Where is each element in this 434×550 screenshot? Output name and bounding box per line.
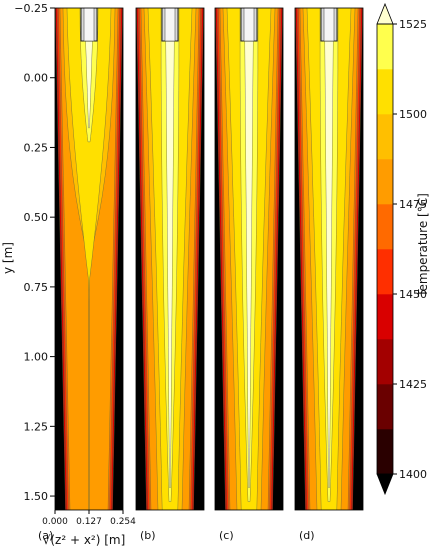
colorbar-tick-label: 1400: [399, 468, 427, 481]
x-axis: √(z² + x²) [m] 0.000 0.127 0.254: [42, 510, 136, 547]
panel-frame: [214, 7, 284, 511]
colorbar-segment: [377, 114, 393, 160]
y-tick-label: 0.75: [24, 281, 49, 294]
x-axis-label: √(z² + x²) [m]: [43, 533, 126, 547]
colorbar-segment: [377, 204, 393, 250]
panel-frame: [135, 7, 205, 511]
x-tick-label: 0.127: [76, 517, 102, 527]
nozzle-bore: [323, 8, 335, 42]
colorbar-segment: [377, 294, 393, 340]
colorbar-tick-label: 1450: [399, 288, 427, 301]
colorbar-label: Temperature [°C]: [416, 193, 430, 298]
panel-c: [215, 8, 283, 510]
colorbar-tick-label: 1425: [399, 378, 427, 391]
band-light-yellow: [66, 8, 112, 510]
panel-label: (d): [299, 529, 315, 542]
panel-label: (c): [219, 529, 234, 542]
panel-label: (a): [38, 529, 53, 542]
y-tick-label: 1.00: [24, 351, 49, 364]
band-hot-core: [324, 8, 334, 488]
x-tick-label: 0.000: [42, 517, 68, 527]
y-tick-label: 1.25: [24, 420, 49, 433]
band-hot-core: [165, 8, 175, 488]
contour-panels: (a) (b) (c) (d): [38, 7, 364, 542]
colorbar-segment: [377, 339, 393, 385]
y-tick-label: 0.25: [24, 141, 49, 154]
colorbar-frame: [376, 23, 394, 475]
panel-b: [136, 8, 204, 510]
colorbar-segment: [377, 429, 393, 475]
colorbar-segment: [377, 159, 393, 205]
y-axis-label: y [m]: [1, 242, 15, 274]
colorbar-segment: [377, 249, 393, 295]
nozzle-bore: [164, 8, 176, 42]
colorbar-tick-label: 1475: [399, 198, 427, 211]
band-hot-core: [244, 8, 254, 488]
colorbar-extend-high: [376, 2, 394, 25]
colorbar-segment: [377, 69, 393, 115]
colorbar-tick-label: 1500: [399, 108, 427, 121]
nozzle-bore: [83, 8, 95, 42]
panel-frame: [294, 7, 364, 511]
colorbar-extend-low: [376, 473, 394, 496]
y-tick-label: 1.50: [24, 490, 49, 503]
colorbar-segment: [377, 384, 393, 430]
colorbar: Temperature [°C] 1400 1425 1450 1475 1500 152…: [376, 2, 430, 496]
y-tick-label: 0.00: [24, 72, 49, 85]
y-axis: y [m] −0.25 0.00 0.25 0.50 0.75 1.00 1.25 1.50: [1, 2, 55, 503]
panel-d: [295, 8, 363, 510]
y-tick-label: 0.50: [24, 211, 49, 224]
colorbar-segment: [377, 24, 393, 70]
nozzle-bore: [243, 8, 255, 42]
panel-label: (b): [140, 529, 156, 542]
x-tick-label: 0.254: [110, 517, 136, 527]
y-tick-label: −0.25: [14, 2, 48, 15]
panel-a: [55, 8, 123, 510]
colorbar-tick-label: 1525: [399, 18, 427, 31]
